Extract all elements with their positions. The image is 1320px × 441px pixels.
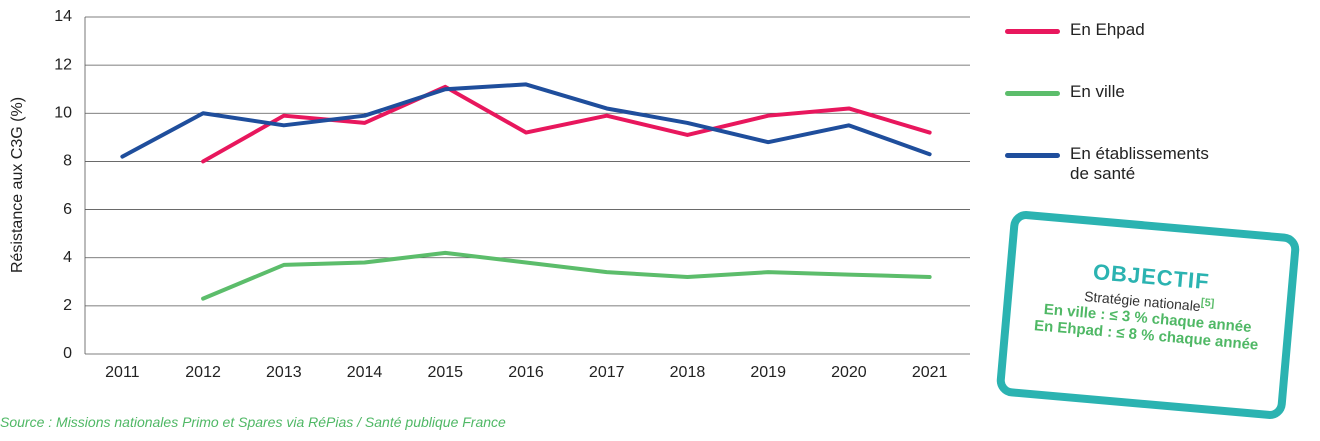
objective-box: OBJECTIF Stratégie nationale[5] En ville…	[995, 209, 1301, 421]
x-tick-label: 2020	[831, 364, 867, 381]
series-line	[120, 82, 932, 159]
legend-entry: En ville	[1005, 82, 1305, 144]
chart: Résistance aux C3G (%) 0 2 4 6 8 10 12 14 2011 20…	[9, 8, 970, 381]
x-tick-label: 2017	[589, 364, 625, 381]
y-axis-label: Résistance aux C3G (%)	[9, 97, 26, 273]
x-tick-label: 2015	[427, 364, 463, 381]
y-tick-label: 0	[63, 345, 72, 362]
legend-entry: En Ehpad	[1005, 20, 1305, 82]
y-tick-label: 10	[54, 105, 72, 122]
x-tick-label: 2016	[508, 364, 544, 381]
legend-label: En établissements de santé	[1070, 144, 1209, 183]
y-tick-label: 4	[63, 249, 72, 266]
y-tick-label: 2	[63, 297, 72, 314]
legend-swatch	[1005, 153, 1060, 158]
x-tick-label: 2011	[105, 364, 140, 381]
x-tick-label: 2012	[185, 364, 221, 381]
y-tick-label: 8	[63, 153, 72, 170]
legend-swatch	[1005, 91, 1060, 96]
legend-label: En Ehpad	[1070, 20, 1145, 39]
source: Source : Missions nationales Primo et Sp…	[0, 414, 506, 430]
x-tick-label: 2018	[670, 364, 706, 381]
legend-label: En ville	[1070, 82, 1125, 101]
y-tick-label: 14	[54, 8, 72, 25]
y-tick-label: 12	[54, 56, 72, 73]
series-line	[201, 250, 932, 301]
x-tick-label: 2013	[266, 364, 302, 381]
reference: [5]	[1200, 296, 1215, 310]
x-tick-label: 2021	[912, 364, 948, 381]
x-tick-label: 2014	[347, 364, 383, 381]
y-tick-label: 6	[63, 201, 72, 218]
x-tick-label: 2019	[750, 364, 786, 381]
legend-swatch	[1005, 29, 1060, 34]
legend-entry: En établissements de santé	[1005, 144, 1305, 206]
legend: En Ehpad En ville En établissements de san…	[1005, 20, 1305, 206]
